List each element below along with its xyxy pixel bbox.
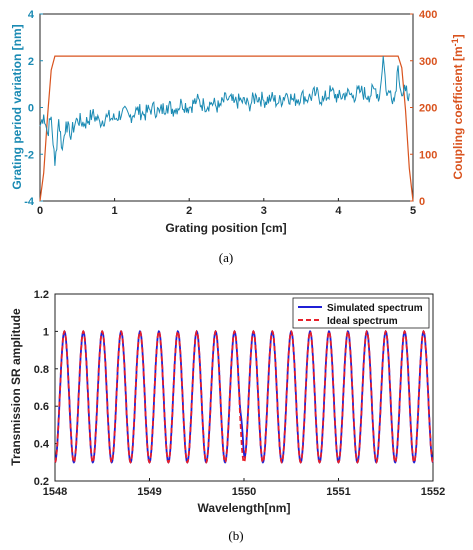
chart-a-left-y-tick-label: 0 xyxy=(28,103,34,115)
chart-a-right-y-tick-label: 400 xyxy=(419,9,437,21)
chart-b-x-tick-label: 1550 xyxy=(232,486,256,498)
chart-a-x-tick-label: 3 xyxy=(261,205,267,217)
chart-b-x-tick-label: 1552 xyxy=(421,486,445,498)
chart-b-caption: (b) xyxy=(228,528,243,543)
chart-a-x-tick-label: 0 xyxy=(37,205,43,217)
chart-b-x-tick-label: 1548 xyxy=(43,486,67,498)
chart-b-x-tick-label: 1549 xyxy=(137,486,161,498)
chart-a-right-y-tick-label: 200 xyxy=(419,103,437,115)
chart-a-left-y-tick-label: 2 xyxy=(28,56,34,68)
simulated-spectrum-line xyxy=(54,329,434,464)
chart-b-legend-ideal-label: Ideal spectrum xyxy=(327,316,398,327)
chart-b-legend-box xyxy=(292,297,430,329)
chart-a-left-y-ticks: -4 -2 0 2 4 xyxy=(24,9,43,208)
chart-b-x-ticks: 1548 1549 1550 1551 1552 xyxy=(43,478,445,498)
chart-b-lines xyxy=(54,329,434,464)
chart-b-legend-simulated-label: Simulated spectrum xyxy=(327,303,423,314)
chart-a-plot-area xyxy=(39,13,414,202)
chart-b-y-tick-label: 0.6 xyxy=(34,401,49,413)
chart-a-x-tick-label: 4 xyxy=(335,205,342,217)
chart-a: 0 1 2 3 4 5 -4 -2 0 2 4 0 100 200 300 400 Grating pos… xyxy=(10,9,465,265)
chart-a-x-axis-label: Grating position [cm] xyxy=(165,221,286,235)
chart-b-y-tick-label: 0.4 xyxy=(34,439,50,451)
chart-b-y-tick-label: 0.8 xyxy=(34,364,49,376)
chart-b-x-tick-label: 1551 xyxy=(326,486,350,498)
chart-b-y-tick-label: 1.2 xyxy=(34,289,49,301)
chart-a-x-tick-label: 2 xyxy=(186,205,192,217)
chart-b-y-axis-label: Transmission SR amplitude xyxy=(9,308,23,466)
chart-a-lines xyxy=(39,55,414,202)
chart-a-right-y-axis-label-superscript: -1 xyxy=(450,38,460,46)
chart-a-left-y-tick-label: -4 xyxy=(24,196,35,208)
chart-a-right-y-axis-label: Coupling coefficient [m-1] xyxy=(450,34,465,179)
coupling-coefficient-line xyxy=(39,55,414,202)
chart-b-y-tick-label: 0.2 xyxy=(34,476,49,488)
chart-a-right-y-axis-label-close: ] xyxy=(451,34,465,38)
chart-b-x-axis-label: Wavelength[nm] xyxy=(198,501,291,515)
chart-a-x-tick-label: 1 xyxy=(112,205,118,217)
chart-a-right-y-axis-label-main: Coupling coefficient [m xyxy=(451,46,465,179)
chart-a-right-y-tick-label: 300 xyxy=(419,56,437,68)
chart-b-y-ticks: 0.2 0.4 0.6 0.8 1 1.2 xyxy=(34,289,58,488)
chart-b: 1548 1549 1550 1551 1552 0.2 0.4 0.6 0.8 1 1.2 Si… xyxy=(9,289,445,543)
chart-a-left-y-tick-label: -2 xyxy=(24,149,34,161)
chart-b-legend: Simulated spectrum Ideal spectrum xyxy=(292,297,430,329)
chart-a-left-y-axis-label: Grating period variation [nm] xyxy=(10,24,24,189)
chart-a-right-y-tick-label: 100 xyxy=(419,149,437,161)
chart-a-x-tick-label: 5 xyxy=(410,205,416,217)
chart-a-x-ticks: 0 1 2 3 4 5 xyxy=(37,198,416,217)
grating-period-variation-line xyxy=(39,56,410,166)
chart-a-left-y-tick-label: 4 xyxy=(28,9,35,21)
chart-a-right-y-tick-label: 0 xyxy=(419,196,425,208)
chart-a-caption: (a) xyxy=(219,250,233,265)
chart-a-right-y-ticks: 0 100 200 300 400 xyxy=(410,9,437,208)
chart-b-y-tick-label: 1 xyxy=(43,326,49,338)
